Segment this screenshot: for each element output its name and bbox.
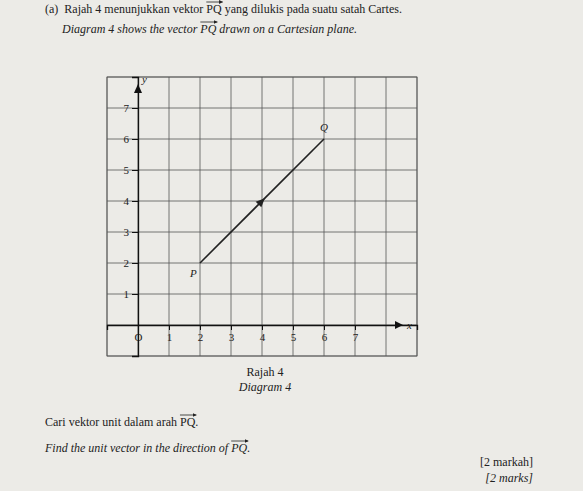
x-axis: O1234567 <box>108 325 418 343</box>
grid-line <box>107 263 417 264</box>
x-tick-mark <box>355 325 356 330</box>
marks-ms: [2 markah] <box>480 455 533 469</box>
intro-en-text: drawn on a Cartesian plane. <box>216 22 357 36</box>
question-en-text: . <box>247 441 250 455</box>
vector-arrow <box>200 22 217 23</box>
x-tick-label: 7 <box>353 331 359 343</box>
y-tick-mark <box>132 232 138 233</box>
intro-ms-text: yang dilukis pada suatu satah Cartes. <box>222 2 402 16</box>
grid <box>107 77 417 356</box>
point-label: P <box>189 267 197 279</box>
grid-line <box>107 108 417 109</box>
x-tick: 5 <box>291 325 297 343</box>
y-tick-mark <box>132 170 138 171</box>
y-axis-line <box>132 78 139 357</box>
marks-en: [2 marks] <box>485 471 533 485</box>
x-tick-mark <box>262 325 263 330</box>
grid-line <box>107 139 417 140</box>
x-axis-line <box>108 326 418 331</box>
caption-en: Diagram 4 <box>238 380 291 394</box>
x-tick: 2 <box>198 325 204 343</box>
y-tick-label: 1 <box>124 288 130 300</box>
vector-direction <box>256 195 268 207</box>
plot-area <box>200 139 324 263</box>
x-tick-label: 6 <box>322 331 328 343</box>
vector-arrow <box>206 2 222 3</box>
x-tick: 6 <box>322 325 328 343</box>
y-tick: 3 <box>124 226 139 238</box>
x-tick-label: 4 <box>260 331 266 343</box>
intro-ms-text: (a) Rajah 4 menunjukkan vektor <box>45 2 206 16</box>
grid-line <box>231 77 232 356</box>
y-tick-label: 2 <box>124 257 130 269</box>
y-tick: 6 <box>124 133 139 145</box>
x-arrow <box>395 321 403 329</box>
x-tick-mark <box>169 325 170 330</box>
y-tick-mark <box>132 201 138 202</box>
question-en-text: Find the unit vector in the direction of <box>44 441 231 455</box>
intro-en-text: Diagram 4 shows the vector <box>61 22 200 36</box>
x-axis-label: x <box>406 319 412 331</box>
grid-line <box>386 77 387 356</box>
y-tick: 5 <box>124 164 139 176</box>
intro-ms: (a) Rajah 4 menunjukkan vektor PQ yang d… <box>45 2 402 16</box>
vector-name: PQ <box>206 2 222 16</box>
y-tick: 2 <box>124 257 139 269</box>
grid-line <box>200 77 201 356</box>
page: (a) Rajah 4 menunjukkan vektor PQ yang d… <box>0 0 583 491</box>
caption-ms: Rajah 4 <box>247 365 284 379</box>
y-tick: 4 <box>124 195 139 207</box>
y-tick-mark <box>132 263 138 264</box>
vector-arrow <box>231 441 248 442</box>
vector-name: PQ <box>199 22 216 36</box>
x-tick-mark <box>324 325 325 330</box>
y-tick-label: 7 <box>124 102 130 114</box>
y-axis: 1 2 3 4 5 6 7 <box>124 78 139 357</box>
vector-arrow <box>180 415 196 416</box>
y-tick-mark <box>132 108 138 109</box>
question-en: Find the unit vector in the direction of… <box>44 441 250 455</box>
grid-line <box>169 77 170 356</box>
y-tick: 1 <box>124 288 139 300</box>
grid-line <box>355 77 356 356</box>
y-axis-label: y <box>141 73 147 85</box>
x-tick: 3 <box>229 325 235 343</box>
grid-line <box>293 77 294 356</box>
grid-line <box>262 77 263 356</box>
x-tick: 4 <box>260 325 266 343</box>
x-tick-label: 2 <box>198 331 204 343</box>
x-tick-mark <box>293 325 294 330</box>
x-tick-label: 5 <box>291 331 297 343</box>
plot-frame <box>107 77 417 356</box>
grid-line <box>107 294 417 295</box>
grid-line <box>107 170 417 171</box>
point-label: Q <box>320 121 328 133</box>
vector-name: PQ <box>230 441 247 455</box>
y-tick-label: 5 <box>124 164 130 176</box>
x-tick-label: 1 <box>167 331 173 343</box>
x-tick-label: 3 <box>229 331 235 343</box>
y-tick-label: 3 <box>124 226 130 238</box>
y-arrow <box>134 84 142 93</box>
y-tick: 7 <box>124 102 139 114</box>
y-tick-mark <box>132 294 138 295</box>
intro-en: Diagram 4 shows the vector PQ drawn on a… <box>61 22 357 36</box>
axis-arrows <box>134 84 403 329</box>
vector-line <box>200 139 324 263</box>
question-ms-text: Cari vektor unit dalam arah <box>45 415 180 429</box>
grid-line <box>324 77 325 356</box>
y-tick-label: 6 <box>124 133 130 145</box>
vector-name: PQ <box>180 415 196 429</box>
y-tick-mark <box>132 139 138 140</box>
x-tick: 1 <box>167 325 173 343</box>
x-tick-mark <box>200 325 201 330</box>
question-ms: Cari vektor unit dalam arah PQ. <box>45 415 198 429</box>
y-tick-label: 4 <box>124 195 130 207</box>
grid-line <box>107 232 417 233</box>
x-tick: 7 <box>353 325 359 343</box>
question-ms-text: . <box>195 415 198 429</box>
x-tick-mark <box>231 325 232 330</box>
